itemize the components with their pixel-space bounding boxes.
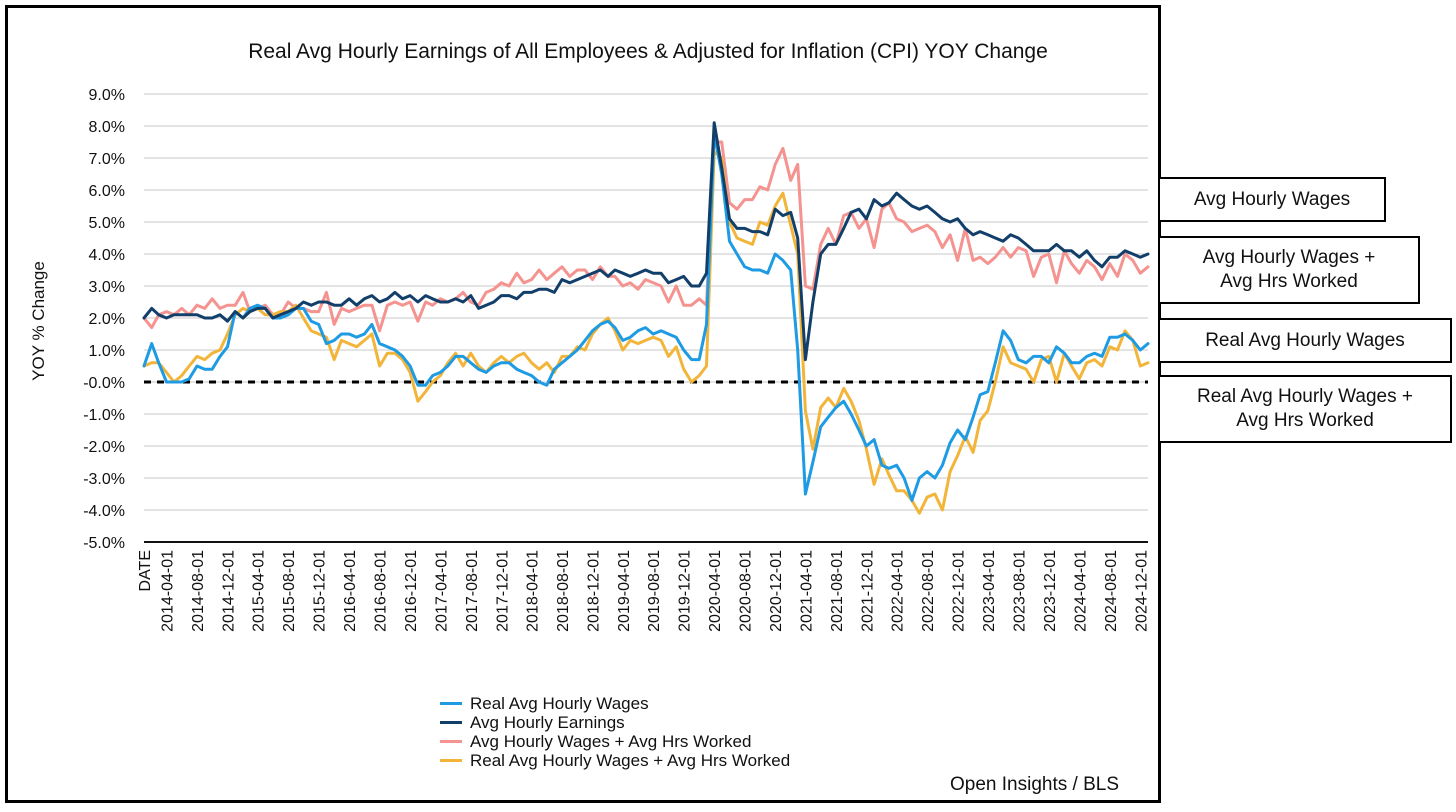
x-tick-label: 2014-12-01: [220, 550, 237, 632]
chart-title: Real Avg Hourly Earnings of All Employee…: [248, 40, 1048, 63]
callout-real-avg-hourly-wages: Real Avg Hourly Wages: [1158, 318, 1452, 363]
x-tick-label: 2015-12-01: [312, 550, 329, 632]
x-tick-label: 2018-08-01: [555, 550, 572, 632]
y-tick-label: -2.0%: [83, 439, 125, 456]
y-tick-label: 6.0%: [89, 183, 125, 200]
series-line-1: [142, 121, 1150, 362]
y-tick-label: 5.0%: [89, 215, 125, 232]
x-tick-label: 2019-08-01: [646, 550, 663, 632]
callout-label: Real Avg Hourly Wages: [1205, 329, 1405, 351]
x-tick-label: 2020-08-01: [738, 550, 755, 632]
x-tick-label: 2021-12-01: [859, 550, 876, 632]
x-tick-label: 2023-08-01: [1011, 550, 1028, 632]
legend-label: Avg Hourly Wages + Avg Hrs Worked: [470, 731, 752, 751]
x-tick-label: 2014-04-01: [159, 550, 176, 632]
grid-layer: [144, 93, 1148, 543]
y-tick-label: -0.0%: [83, 375, 125, 392]
x-tick-label: 2021-04-01: [798, 550, 815, 632]
x-tick-label: 2022-08-01: [920, 550, 937, 632]
legend-swatch: [440, 740, 462, 743]
y-tick-label: 2.0%: [89, 311, 125, 328]
legend-label: Avg Hourly Earnings: [470, 712, 625, 732]
x-tick-label: 2022-12-01: [951, 550, 968, 632]
x-tick-label: 2016-08-01: [373, 550, 390, 632]
y-tick-label: 1.0%: [89, 343, 125, 360]
x-tick-labels: DATE 2014-04-01 2014-08-01 2014-12-01 2015-0…: [137, 550, 1150, 632]
y-tick-label: 3.0%: [89, 279, 125, 296]
x-tick-label: DATE: [137, 550, 154, 591]
x-tick-label: 2020-12-01: [768, 550, 785, 632]
y-tick-label: 7.0%: [89, 151, 125, 168]
legend-entry: Avg Hourly Wages + Avg Hrs Worked: [440, 732, 790, 751]
callout-label: Avg Hourly Wages + Avg Hrs Worked: [1202, 247, 1376, 292]
series-line-3: [142, 150, 1150, 515]
y-tick-labels: 9.0% 8.0% 7.0% 6.0% 5.0% 4.0% 3.0% 2.0% 1.0% -0.0…: [83, 87, 125, 552]
y-tick-label: 8.0%: [89, 119, 125, 136]
x-tick-label: 2023-12-01: [1042, 550, 1059, 632]
series-line-0: [142, 130, 1150, 502]
y-tick-label: -1.0%: [83, 407, 125, 424]
legend-entry: Real Avg Hourly Wages + Avg Hrs Worked: [440, 751, 790, 770]
x-tick-label: 2016-04-01: [342, 550, 359, 632]
x-tick-label: 2019-04-01: [616, 550, 633, 632]
legend-swatch: [440, 759, 462, 762]
x-tick-label: 2024-12-01: [1133, 550, 1150, 632]
x-tick-label: 2014-08-01: [190, 550, 207, 632]
x-tick-label: 2015-04-01: [251, 550, 268, 632]
legend-swatch: [440, 702, 462, 705]
callout-avg-hourly-wages-hrs: Avg Hourly Wages + Avg Hrs Worked: [1158, 236, 1420, 304]
y-tick-label: 4.0%: [89, 247, 125, 264]
legend-entry: Avg Hourly Earnings: [440, 713, 790, 732]
source-credit: Open Insights / BLS: [950, 774, 1119, 795]
x-tick-label: 2017-08-01: [464, 550, 481, 632]
series-line-2: [142, 140, 1150, 333]
x-tick-label: 2019-12-01: [677, 550, 694, 632]
series-layer: [142, 121, 1150, 515]
legend-label: Real Avg Hourly Wages + Avg Hrs Worked: [470, 750, 791, 770]
x-tick-label: 2018-12-01: [586, 550, 603, 632]
chart-frame: Real Avg Hourly Earnings of All Employee…: [5, 5, 1161, 803]
callout-label: Avg Hourly Wages: [1193, 188, 1351, 210]
x-tick-label: 2015-08-01: [281, 550, 298, 632]
x-tick-label: 2020-04-01: [707, 550, 724, 632]
x-tick-label: 2017-04-01: [433, 550, 450, 632]
y-tick-label: -5.0%: [83, 535, 125, 552]
x-tick-label: 2023-04-01: [981, 550, 998, 632]
y-tick-label: -4.0%: [83, 503, 125, 520]
y-axis-label: YOY % Change: [29, 261, 48, 381]
legend: Real Avg Hourly Wages Avg Hourly Earnings…: [440, 694, 790, 770]
legend-entry: Real Avg Hourly Wages: [440, 694, 790, 713]
x-tick-label: 2021-08-01: [829, 550, 846, 632]
x-tick-label: 2016-12-01: [403, 550, 420, 632]
x-tick-label: 2018-04-01: [525, 550, 542, 632]
y-tick-label: -3.0%: [83, 471, 125, 488]
legend-label: Real Avg Hourly Wages: [470, 693, 649, 713]
chart-svg: Real Avg Hourly Earnings of All Employee…: [29, 40, 1150, 632]
y-tick-label: 9.0%: [89, 87, 125, 104]
x-tick-label: 2017-12-01: [494, 550, 511, 632]
x-tick-label: 2024-04-01: [1072, 550, 1089, 632]
callout-avg-hourly-wages: Avg Hourly Wages: [1158, 177, 1386, 222]
x-tick-label: 2022-04-01: [890, 550, 907, 632]
x-tick-label: 2024-08-01: [1103, 550, 1120, 632]
legend-swatch: [440, 721, 462, 724]
callout-real-avg-hourly-wages-hrs: Real Avg Hourly Wages + Avg Hrs Worked: [1158, 375, 1452, 443]
callout-label: Real Avg Hourly Wages + Avg Hrs Worked: [1197, 386, 1413, 431]
